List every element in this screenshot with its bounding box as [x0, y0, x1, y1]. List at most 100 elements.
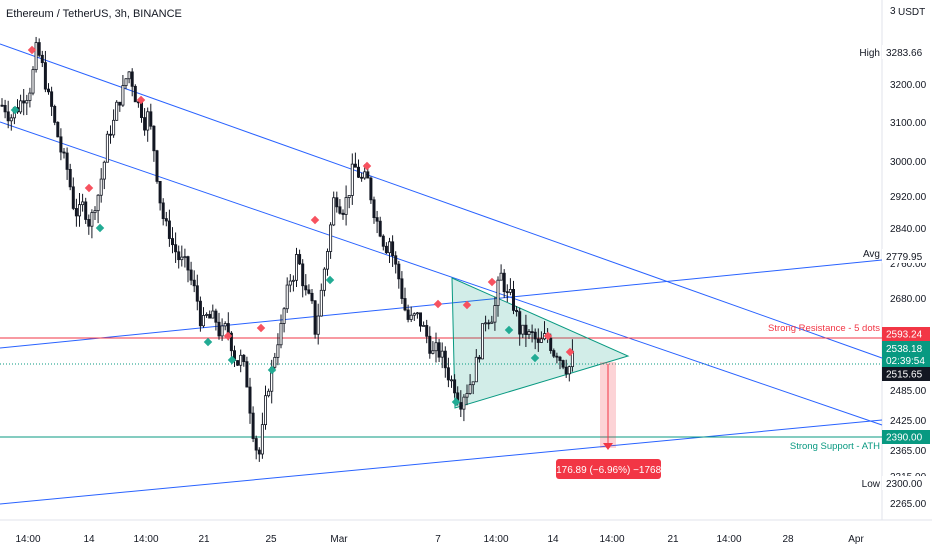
measure-label-box — [556, 459, 661, 479]
candle-body — [496, 279, 500, 307]
candle-body — [279, 323, 283, 346]
candle-body — [446, 367, 450, 381]
time-tick-label: 7 — [435, 534, 441, 545]
ascending-trendline-lower[interactable] — [0, 419, 883, 505]
candle-body — [493, 305, 497, 323]
candle-body — [366, 171, 370, 179]
candle-body — [409, 314, 413, 320]
candle-body — [96, 194, 100, 212]
candle-body — [369, 177, 373, 201]
candle-body — [87, 219, 91, 227]
candle-body — [412, 313, 416, 316]
candle-body — [378, 220, 382, 237]
sell-signal-diamond — [362, 161, 372, 171]
price-axis-panel[interactable] — [882, 0, 932, 550]
candle-body — [260, 424, 264, 455]
candle-body — [555, 355, 559, 358]
candle-body — [192, 279, 196, 287]
candle-body — [415, 312, 419, 315]
candle-body — [403, 298, 407, 311]
candle-body — [394, 255, 398, 265]
candle-body — [350, 163, 354, 196]
candle-body — [304, 285, 308, 291]
candle-body — [124, 78, 128, 87]
candle-body — [56, 121, 60, 138]
price-tick-label: 3100.00 — [890, 118, 927, 129]
time-tick-label: 14 — [83, 534, 95, 545]
candle-body — [356, 166, 360, 178]
candle-body — [387, 241, 391, 254]
candle-body — [521, 324, 525, 335]
candle-body — [263, 395, 267, 426]
candle-body — [285, 284, 289, 310]
time-tick-label: Apr — [848, 534, 864, 545]
candle-body — [462, 396, 466, 410]
candle-body — [133, 85, 137, 103]
candle-body — [37, 42, 41, 56]
candle-body — [425, 325, 429, 337]
candle-body — [536, 338, 540, 343]
candle-body — [177, 251, 181, 261]
buy-signal-diamond — [451, 397, 461, 407]
candle-body — [118, 101, 122, 106]
candle-body — [372, 199, 376, 219]
candle-body — [155, 150, 159, 182]
candle-body — [130, 71, 134, 87]
candle-body — [68, 168, 72, 188]
candle-body — [468, 384, 472, 394]
candle-body — [530, 331, 534, 333]
candle-body — [226, 323, 230, 334]
candle-body — [527, 331, 531, 336]
candle-body — [480, 323, 484, 360]
descending-trendline-upper[interactable] — [0, 43, 883, 359]
candle-body — [220, 325, 224, 337]
sell-signal-diamond — [565, 347, 575, 357]
candle-body — [158, 180, 162, 204]
low-tag-bg — [882, 476, 930, 490]
candle-body — [422, 325, 426, 327]
resistance-price-tag-bg — [882, 327, 930, 341]
candle-body — [242, 354, 246, 363]
candle-body — [127, 71, 131, 80]
candle-body — [518, 311, 522, 335]
candle-body — [316, 315, 320, 335]
candle-body — [146, 111, 150, 131]
candle-body — [298, 254, 302, 265]
candle-body — [254, 438, 258, 451]
avg-tag-bg — [882, 249, 930, 263]
candle-body — [183, 256, 187, 259]
candle-body — [71, 186, 75, 209]
candle-body — [487, 322, 491, 325]
candle-body — [294, 254, 298, 281]
candle-body — [400, 278, 404, 299]
candle-body — [552, 350, 556, 357]
candle-body — [223, 323, 227, 327]
candle-body — [205, 314, 209, 316]
descending-trendline-lower[interactable] — [0, 121, 883, 426]
candle-body — [363, 171, 367, 179]
candle-body — [208, 314, 212, 319]
candle-body — [301, 263, 305, 287]
sell-signal-diamond — [256, 323, 266, 333]
candle-body — [567, 366, 571, 375]
candle-body — [248, 386, 252, 414]
candle-body — [539, 338, 543, 343]
support-label: Strong Support - ATH — [790, 441, 880, 452]
countdown-tag: 02:39:54 — [886, 356, 925, 367]
candle-body — [484, 322, 488, 325]
candle-body — [214, 310, 218, 323]
avg-value: 2779.95 — [886, 252, 923, 263]
candle-body — [558, 356, 562, 361]
time-tick-label: 14:00 — [483, 534, 508, 545]
buy-signal-diamond — [530, 353, 540, 363]
candle-body — [465, 393, 469, 398]
candle-body — [47, 88, 51, 93]
time-tick-label: 14:00 — [133, 534, 158, 545]
prev-price-tag-bg — [882, 367, 930, 381]
candle-body — [449, 379, 453, 382]
candle-body — [9, 117, 13, 122]
price-tick-label: 2265.00 — [890, 499, 927, 510]
last-price-tag: 2538.18 — [886, 344, 923, 355]
